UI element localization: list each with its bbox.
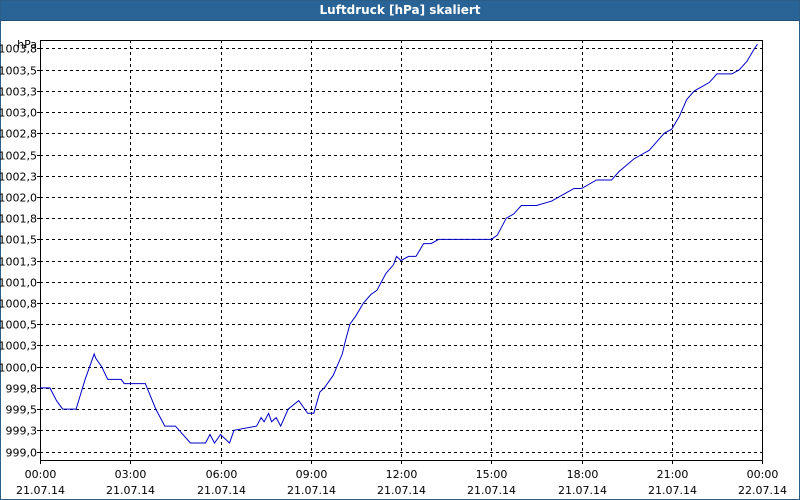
- x-tick-date: 21.07.14: [377, 484, 426, 497]
- x-tick-time: 12:00: [386, 468, 418, 481]
- y-tick-label: 1003,0: [0, 107, 37, 120]
- y-tick-label: 1001,3: [0, 256, 37, 269]
- x-tick-time: 15:00: [476, 468, 508, 481]
- y-tick-label: 1003,8: [0, 43, 37, 56]
- y-tick-label: 1002,8: [0, 128, 37, 141]
- x-tick-date: 21.07.14: [467, 484, 516, 497]
- y-tick-label: 999,3: [6, 425, 38, 438]
- y-axis-unit: hPa: [17, 38, 37, 51]
- x-tick-time: 09:00: [296, 468, 328, 481]
- x-tick-date: 21.07.14: [16, 484, 65, 497]
- y-tick-label: 1000,8: [0, 298, 37, 311]
- x-tick-date: 21.07.14: [106, 484, 155, 497]
- y-tick-label: 1002,0: [0, 192, 37, 205]
- x-tick-date: 21.07.14: [648, 484, 697, 497]
- title-bar: Luftdruck [hPa] skaliert: [1, 1, 799, 21]
- x-tick-time: 00:00: [25, 468, 57, 481]
- y-tick-label: 1002,3: [0, 171, 37, 184]
- y-tick-label: 1001,5: [0, 234, 37, 247]
- chart-title: Luftdruck [hPa] skaliert: [319, 3, 481, 17]
- y-tick-label: 1000,0: [0, 362, 37, 375]
- y-tick-label: 1002,5: [0, 150, 37, 163]
- x-axis-ticks: 00:00 21.07.14 03:00 21.07.14 06:00 21.07.14 0…: [16, 460, 787, 497]
- y-tick-label: 999,0: [6, 447, 38, 460]
- grid: [40, 40, 762, 460]
- y-tick-label: 1000,3: [0, 340, 37, 353]
- y-tick-label: 1003,5: [0, 65, 37, 78]
- x-tick-date: 21.07.14: [287, 484, 336, 497]
- x-tick-time: 21:00: [657, 468, 689, 481]
- x-tick-date: 21.07.14: [558, 484, 607, 497]
- y-axis-ticks: 999,0 999,3 999,5 999,8 1000,0 1000,3 1000,5 10…: [0, 43, 40, 460]
- y-tick-label: 1001,8: [0, 213, 37, 226]
- x-tick-time: 00:00: [747, 468, 779, 481]
- x-tick-time: 06:00: [206, 468, 238, 481]
- x-tick-date: 21.07.14: [197, 484, 246, 497]
- y-tick-label: 999,5: [6, 404, 38, 417]
- y-tick-label: 1003,3: [0, 86, 37, 99]
- series-layer: [40, 43, 758, 444]
- y-tick-label: 999,8: [6, 383, 38, 396]
- y-tick-label: 1000,5: [0, 319, 37, 332]
- pressure-line: [40, 43, 758, 444]
- x-tick-time: 18:00: [567, 468, 599, 481]
- x-tick-time: 03:00: [115, 468, 147, 481]
- y-tick-label: 1001,0: [0, 277, 37, 290]
- x-tick-date: 22.07.14: [738, 484, 787, 497]
